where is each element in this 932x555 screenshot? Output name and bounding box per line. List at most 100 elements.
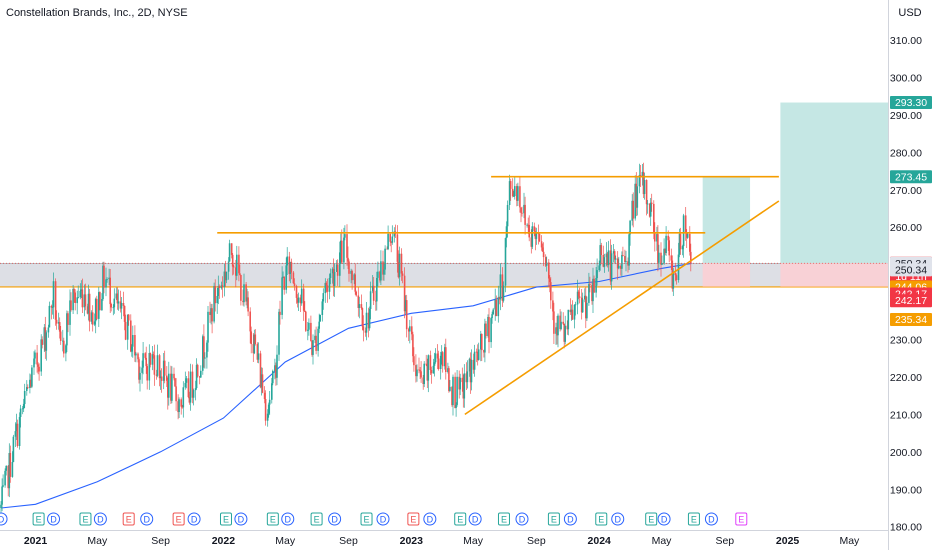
dividend-marker[interactable]: D [328, 512, 342, 526]
dividend-marker[interactable]: D [423, 512, 437, 526]
price-label-teal[interactable]: 273.45 [890, 170, 932, 184]
earnings-marker[interactable]: E [687, 512, 700, 526]
position-stop-zone[interactable] [702, 263, 751, 287]
earnings-marker[interactable]: E [407, 512, 420, 526]
dividend-marker[interactable]: D [0, 512, 8, 526]
candle-body [678, 233, 681, 255]
candle-body [44, 327, 47, 351]
candle-body [401, 273, 404, 276]
candle-body [455, 404, 457, 408]
candle-body [126, 314, 129, 340]
position-target-zone[interactable] [702, 176, 751, 264]
earnings-marker[interactable]: E [645, 512, 658, 526]
candle-body [213, 286, 215, 322]
dividend-marker[interactable]: D [468, 512, 482, 526]
earnings-marker[interactable]: E [497, 512, 510, 526]
position-stop-zone[interactable] [780, 263, 888, 287]
candle-body [599, 245, 601, 266]
candle-body [297, 297, 300, 303]
candle-body [629, 220, 631, 235]
price-label-orange[interactable]: 235.34 [890, 313, 932, 326]
dividend-marker[interactable]: D [611, 512, 625, 526]
candle-body [371, 285, 374, 292]
dividend-marker[interactable]: D [187, 512, 201, 526]
candle-body [231, 254, 234, 267]
candle-body [671, 260, 674, 289]
candle-body [305, 311, 307, 331]
candle-body [31, 367, 33, 387]
price-label-red[interactable]: 242.17 [890, 294, 932, 308]
earnings-marker[interactable]: E [32, 512, 45, 526]
candle-body [66, 313, 68, 346]
dividend-marker[interactable]: D [47, 512, 61, 526]
event-type-label: D [614, 515, 621, 525]
earnings-marker[interactable]: E [310, 512, 323, 526]
candle-body [194, 388, 197, 391]
candle-body [344, 234, 346, 238]
price-label-text: 250.34 [895, 264, 927, 276]
candle-body [207, 311, 209, 343]
candle-body [67, 313, 69, 325]
dividend-marker[interactable]: D [376, 512, 390, 526]
candle-body [589, 284, 591, 285]
support-zone[interactable] [0, 263, 888, 287]
earnings-marker[interactable]: E [595, 512, 608, 526]
earnings-marker[interactable]: E [79, 512, 92, 526]
earnings-marker[interactable]: E [219, 512, 232, 526]
candle-body [110, 304, 112, 308]
candle-body [535, 233, 538, 239]
candle-body [220, 285, 223, 289]
candle-body [508, 181, 511, 205]
candle-body [620, 265, 622, 269]
earnings-marker[interactable]: E [172, 512, 185, 526]
candle-body [348, 261, 350, 274]
candle-body [158, 355, 161, 379]
candle-body [642, 171, 645, 195]
dividend-marker[interactable]: D [93, 512, 107, 526]
candle-body [439, 355, 442, 369]
dividend-marker[interactable]: D [281, 512, 295, 526]
candle-body [148, 353, 151, 381]
earnings-upcoming-marker[interactable]: E [735, 512, 748, 526]
candle-body [481, 334, 483, 351]
earnings-marker[interactable]: E [454, 512, 467, 526]
candle-body [130, 320, 132, 352]
candle-body [113, 298, 116, 308]
currency-label[interactable]: USD [898, 7, 922, 19]
candle-body [52, 281, 55, 308]
candle-body [83, 294, 86, 308]
earnings-marker[interactable]: E [360, 512, 373, 526]
candle-body [664, 248, 666, 253]
candle-body [600, 245, 603, 255]
dividend-marker[interactable]: D [234, 512, 248, 526]
candle-body [132, 335, 134, 347]
moving-average-line[interactable] [0, 262, 692, 509]
position-target-zone[interactable] [780, 102, 888, 264]
candle-body [573, 304, 576, 320]
dividend-marker[interactable]: D [563, 512, 577, 526]
candle-body [51, 307, 54, 308]
event-type-label: D [191, 515, 198, 525]
candle-body [152, 354, 155, 356]
earnings-marker[interactable]: E [547, 512, 560, 526]
candle-body [156, 355, 159, 376]
earnings-marker[interactable]: E [122, 512, 135, 526]
dividend-marker[interactable]: D [657, 512, 671, 526]
trendline[interactable] [464, 200, 780, 416]
dividend-marker[interactable]: D [140, 512, 154, 526]
candle-body [162, 360, 165, 381]
price-label-gray[interactable]: 250.34 [890, 263, 932, 277]
candle-body [549, 278, 551, 283]
candle-body [98, 292, 100, 319]
candle-body [458, 376, 460, 390]
dividend-marker[interactable]: D [515, 512, 529, 526]
candle-body [293, 283, 296, 286]
candle-body [404, 300, 407, 312]
price-label-teal[interactable]: 293.30 [890, 96, 932, 109]
dividend-marker[interactable]: D [704, 512, 718, 526]
earnings-square-icon [122, 512, 135, 526]
candle-body [420, 371, 422, 378]
earnings-marker[interactable]: E [266, 512, 279, 526]
